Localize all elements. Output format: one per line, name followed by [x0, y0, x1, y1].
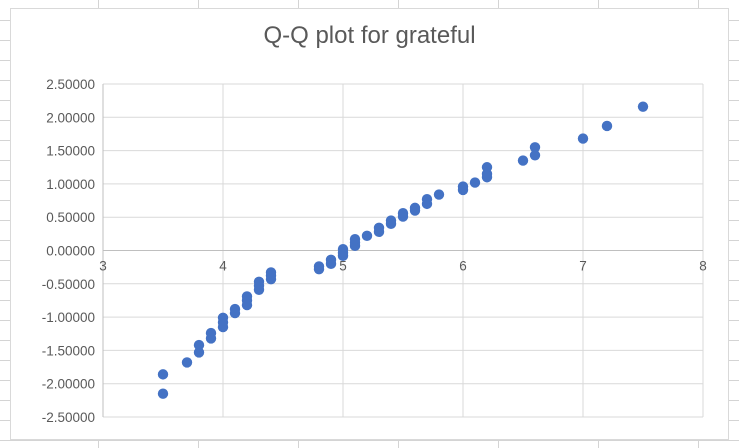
- data-point: [469, 177, 481, 188]
- data-point: [229, 303, 241, 315]
- data-point: [193, 339, 205, 351]
- data-point: [253, 276, 265, 288]
- x-tick-label: 8: [699, 259, 707, 274]
- data-point: [313, 261, 325, 272]
- data-point: [325, 254, 337, 266]
- data-point: [349, 233, 361, 245]
- data-point: [157, 388, 169, 399]
- chart-area[interactable]: [10, 8, 729, 440]
- y-tick-label: 0.00000: [46, 244, 95, 259]
- chart-title: Q-Q plot for grateful: [263, 22, 476, 49]
- data-point: [517, 155, 529, 166]
- data-point: [433, 189, 445, 200]
- data-point: [577, 133, 589, 144]
- y-tick-label: -2.50000: [42, 410, 95, 425]
- x-tick-label: 3: [99, 259, 107, 274]
- data-point: [409, 202, 421, 214]
- x-tick-label: 6: [459, 259, 467, 274]
- data-point: [337, 243, 349, 255]
- data-point: [601, 120, 613, 132]
- data-point: [205, 327, 217, 339]
- data-point: [181, 357, 193, 368]
- x-tick-label: 4: [219, 259, 227, 274]
- data-point: [457, 181, 469, 192]
- data-point: [529, 142, 541, 153]
- data-point: [637, 101, 649, 112]
- y-tick-label: 2.50000: [46, 77, 95, 92]
- data-point: [421, 194, 433, 205]
- y-tick-label: -1.50000: [42, 343, 95, 358]
- data-point: [361, 230, 373, 242]
- data-point: [265, 267, 277, 278]
- y-tick-label: 1.50000: [46, 144, 95, 159]
- data-point: [157, 369, 169, 380]
- y-tick-label: -0.50000: [42, 277, 95, 292]
- data-point: [193, 347, 205, 358]
- data-point: [241, 291, 253, 302]
- data-point: [397, 208, 409, 219]
- data-point: [373, 222, 385, 234]
- data-point: [481, 162, 493, 173]
- data-point: [385, 215, 397, 226]
- x-tick-label: 5: [339, 259, 347, 274]
- y-tick-label: 1.00000: [46, 177, 95, 192]
- y-tick-label: 2.00000: [46, 110, 95, 125]
- y-tick-label: -2.00000: [42, 377, 95, 392]
- y-tick-label: 0.50000: [46, 210, 95, 225]
- y-tick-label: -1.00000: [42, 310, 95, 325]
- data-point: [529, 150, 541, 161]
- x-tick-label: 7: [579, 259, 587, 274]
- data-point: [217, 312, 229, 323]
